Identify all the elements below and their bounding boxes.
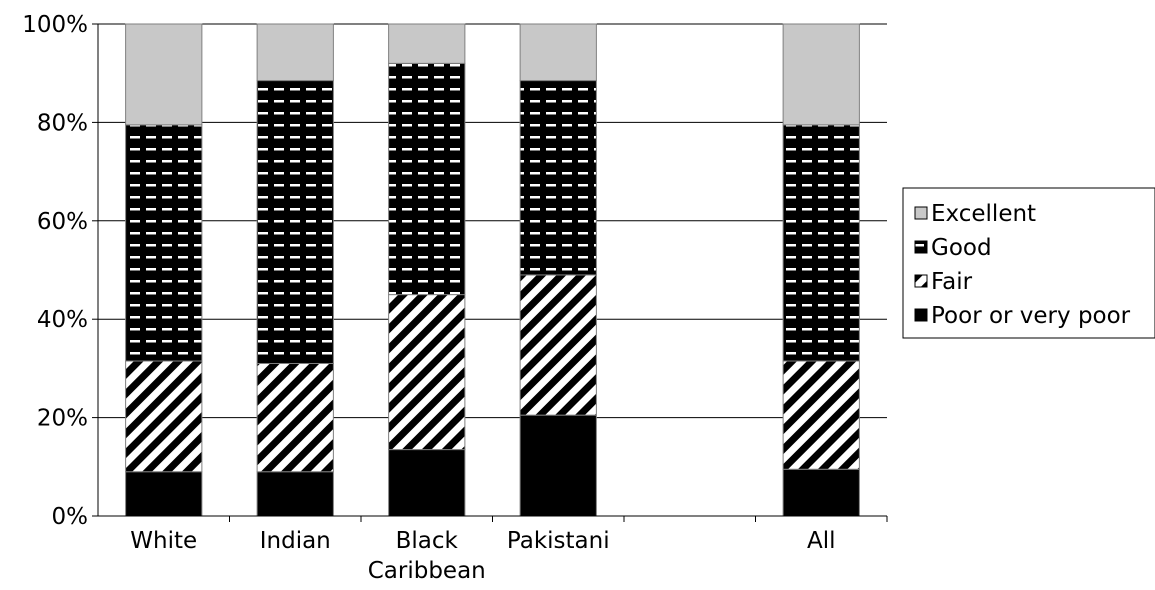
x-tick-label: Black Caribbean [368,528,486,584]
bar-segment-fair [519,274,597,416]
bar-segment-excellent [782,23,860,126]
bar-segment-poor-or-very-poor [256,471,334,517]
bar-segment-poor-or-very-poor [125,471,203,517]
axes [92,23,888,522]
y-tick-label: 0% [52,504,89,530]
legend-label: Good [931,235,992,261]
legend-swatch [914,274,928,288]
bar-segment-fair [125,360,203,473]
y-tick-labels: 0% 20% 40% 60% 80% 100% [22,12,88,530]
x-tick-labels: White Indian Black Caribbean Pakistani All [130,528,835,584]
bar-segment-poor-or-very-poor [388,449,466,517]
bar-segment-poor-or-very-poor [782,468,860,517]
bar-segment-excellent [519,23,597,82]
bar-segment-good [256,80,334,364]
x-tick-label: White [130,528,197,554]
bar-segment-good [519,80,597,276]
legend-swatch [914,308,928,322]
bar-segment-fair [388,294,466,451]
x-tick-label: Pakistani [507,528,610,554]
legend-label: Fair [931,269,973,295]
legend-swatch [914,240,928,254]
bars [125,23,860,517]
y-tick-label: 100% [22,12,88,38]
gridlines [98,23,887,419]
bar-segment-good [125,124,203,362]
bar-segment-excellent [125,23,203,126]
x-tick-label: Indian [260,528,331,554]
x-tick-label: All [807,528,836,554]
bar-segment-fair [782,360,860,470]
bar-segment-excellent [256,23,334,82]
bar-segment-good [782,124,860,362]
legend: Excellent Good Fair Poor or very poor [902,187,1155,339]
bar-segment-fair [256,362,334,473]
y-tick-label: 60% [37,209,88,235]
legend-label: Excellent [931,201,1036,227]
bar-segment-excellent [388,23,466,64]
legend-swatch [914,206,928,220]
bar-segment-poor-or-very-poor [519,414,597,517]
legend-box [902,187,1155,339]
bar-segment-good [388,62,466,296]
y-tick-label: 80% [37,110,88,136]
legend-label: Poor or very poor [931,303,1131,329]
y-tick-label: 40% [37,307,88,333]
y-tick-label: 20% [37,406,88,432]
